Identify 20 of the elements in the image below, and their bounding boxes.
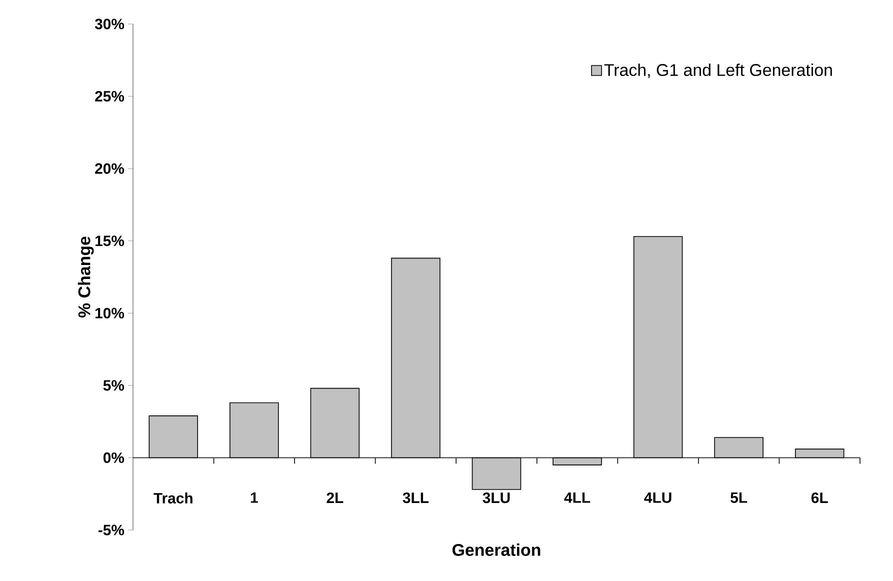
x-axis-title: Generation	[452, 544, 540, 556]
y-tick-label: 15%	[96, 236, 124, 246]
legend-label: Trach, G1 and Left Generation	[604, 64, 832, 78]
y-axis-title: % Change	[78, 236, 94, 318]
y-tick-label: 5%	[103, 380, 124, 391]
x-tick-label: 6L	[811, 492, 828, 504]
x-tick-label: 4LL	[564, 492, 590, 503]
x-tick-label: 3LL	[402, 492, 429, 504]
y-tick-label: 20%	[95, 163, 124, 174]
x-tick-label: 3LU	[482, 492, 510, 504]
y-tick-label: -5%	[98, 524, 124, 536]
y-tick-label: 25%	[95, 90, 124, 102]
x-tick-label: 5L	[730, 492, 748, 503]
x-tick-label: Trach	[154, 492, 192, 504]
y-tick-label: 0%	[103, 452, 124, 463]
x-tick-label: 4LU	[644, 492, 672, 503]
y-tick-label: 10%	[96, 308, 124, 318]
x-tick-label: 1	[250, 492, 258, 503]
x-tick-label: 2L	[326, 492, 344, 503]
y-tick-label: 30%	[94, 18, 124, 30]
